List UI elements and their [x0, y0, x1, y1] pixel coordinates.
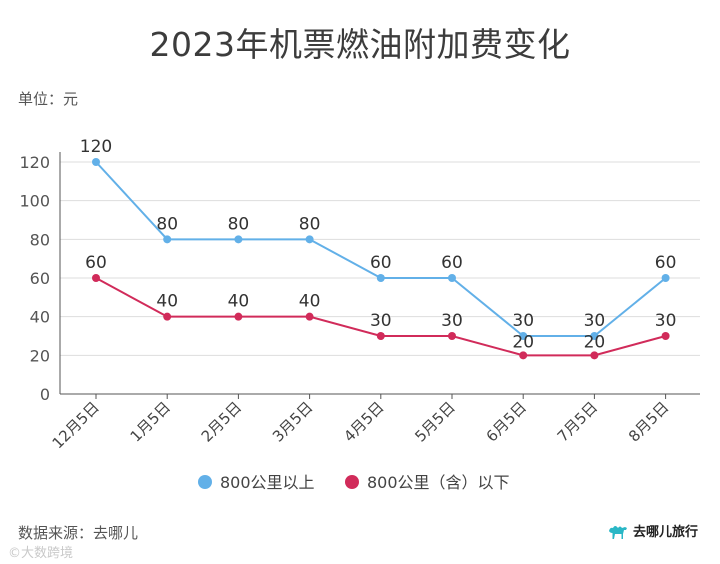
data-label: 80 [228, 214, 250, 234]
data-point [92, 274, 100, 282]
x-tick-label: 5月5日 [411, 398, 458, 445]
line-chart: 0 20 40 60 80 100 120 12月5日 1月5日 2月5日 3月5日 4月5日 5月5日… [19, 137, 700, 492]
data-label: 30 [441, 311, 463, 331]
data-point [519, 351, 528, 360]
data-label: 40 [228, 292, 250, 312]
data-label: 30 [370, 311, 392, 331]
data-point [234, 235, 243, 244]
data-point [305, 312, 314, 321]
x-tick-label: 2月5日 [198, 398, 245, 445]
legend-label: 800公里以上 [220, 473, 315, 492]
watermark: ©大数跨境 [8, 546, 74, 561]
y-tick-label: 40 [30, 308, 50, 327]
data-label: 60 [441, 253, 463, 273]
data-point [661, 332, 670, 340]
data-point [376, 332, 385, 340]
data-label: 60 [85, 253, 107, 273]
data-label: 30 [512, 311, 534, 331]
data-point [661, 274, 670, 282]
data-point [234, 312, 243, 321]
x-tick-label: 7月5日 [554, 398, 601, 445]
x-tick-label: 3月5日 [269, 398, 316, 445]
data-point [305, 235, 314, 244]
y-tick-label: 20 [30, 346, 50, 365]
brand-logo: 去哪儿旅行 [607, 521, 698, 540]
data-label: 80 [299, 214, 321, 234]
chart-title: 2023年机票燃油附加费变化 [149, 25, 571, 64]
data-point [376, 274, 385, 282]
camel-icon [608, 525, 627, 539]
y-tick-label: 120 [19, 153, 50, 172]
data-label: 80 [156, 214, 178, 234]
data-label: 40 [156, 292, 178, 312]
y-tick-label: 100 [19, 192, 50, 211]
data-label: 60 [370, 253, 392, 273]
x-tick-label: 1月5日 [127, 398, 174, 445]
x-tick-label: 4月5日 [340, 398, 387, 445]
data-label: 20 [584, 332, 606, 352]
x-tick-label: 8月5日 [625, 398, 672, 445]
x-tick-label: 6月5日 [483, 398, 530, 445]
y-tick-label: 60 [30, 269, 50, 288]
data-point [163, 235, 172, 244]
data-label: 120 [80, 137, 112, 157]
y-tick-label: 0 [40, 385, 50, 404]
series-line [95, 161, 667, 337]
x-tick-label: 12月5日 [49, 398, 103, 452]
data-label: 30 [655, 311, 677, 331]
data-point [448, 332, 456, 340]
data-point [448, 274, 456, 282]
data-label: 60 [655, 253, 677, 273]
data-label: 20 [512, 332, 534, 352]
data-point [163, 312, 172, 321]
data-point [92, 158, 100, 166]
source-note: 数据来源：去哪儿 [18, 524, 139, 542]
data-point [590, 332, 599, 340]
unit-label: 单位：元 [18, 90, 79, 108]
data-point [519, 332, 528, 340]
legend-marker [345, 475, 359, 489]
brand-name: 去哪儿旅行 [632, 525, 698, 540]
data-label: 40 [299, 292, 321, 312]
data-label: 30 [584, 311, 606, 331]
legend-marker [198, 475, 212, 489]
legend-label: 800公里（含）以下 [367, 473, 510, 492]
data-point [590, 351, 599, 360]
y-tick-label: 80 [30, 230, 50, 249]
